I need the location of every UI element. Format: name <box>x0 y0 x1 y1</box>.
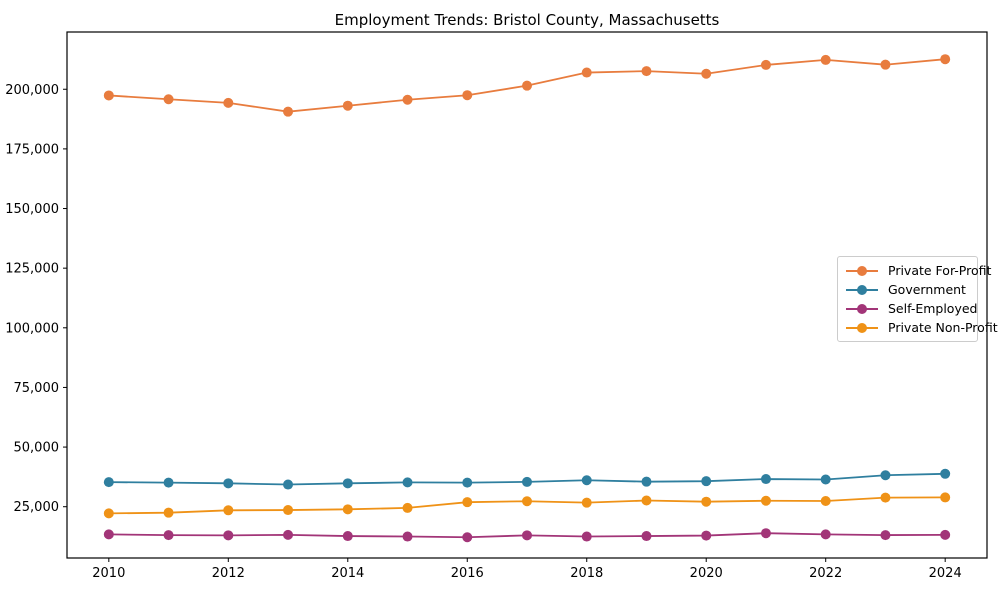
plot-border <box>66 31 988 559</box>
legend-entry: Private For-Profit <box>845 261 991 280</box>
x-tick-label: 2016 <box>451 566 484 581</box>
y-tick-label: 100,000 <box>5 321 59 336</box>
chart-title: Employment Trends: Bristol County, Massa… <box>334 11 720 29</box>
data-point-government <box>223 478 234 489</box>
legend: Private For-Profit Government Self-Employe… <box>837 256 998 342</box>
y-tick-label: 25,000 <box>14 500 60 515</box>
data-point-government <box>581 475 592 486</box>
data-point-self-employed <box>283 529 294 540</box>
legend-marker-icon <box>846 265 878 276</box>
legend-marker-icon <box>846 303 878 314</box>
data-point-self-employed <box>522 530 532 541</box>
data-point-government <box>940 468 951 479</box>
x-tick-label: 2020 <box>690 566 723 581</box>
data-point-private-non-profit <box>641 495 652 506</box>
legend-label: Private Non-Profit <box>888 320 998 335</box>
y-tick-label: 200,000 <box>5 83 59 98</box>
data-point-government <box>701 476 712 487</box>
data-point-self-employed <box>760 528 771 539</box>
data-point-private-non-profit <box>940 492 951 503</box>
data-point-self-employed <box>402 531 413 542</box>
legend-marker-icon <box>846 322 878 333</box>
legend-entry: Government <box>845 280 970 299</box>
x-tick-label: 2010 <box>92 566 125 581</box>
data-point-government <box>522 476 532 487</box>
data-point-private-non-profit <box>522 496 532 507</box>
data-point-private-for-profit <box>163 94 174 105</box>
data-point-self-employed <box>880 530 891 541</box>
data-point-private-for-profit <box>581 67 592 78</box>
data-point-self-employed <box>342 531 353 542</box>
data-point-private-for-profit <box>522 80 532 91</box>
y-tick-label: 50,000 <box>14 441 60 456</box>
data-point-private-for-profit <box>342 100 353 111</box>
x-tick-label: 2022 <box>809 566 842 581</box>
data-point-private-non-profit <box>342 504 353 515</box>
data-point-private-for-profit <box>462 90 473 101</box>
data-point-private-for-profit <box>103 90 114 101</box>
data-point-self-employed <box>581 531 592 542</box>
legend-label: Self-Employed <box>888 301 978 316</box>
data-point-self-employed <box>701 530 712 541</box>
x-tick-label: 2014 <box>331 566 364 581</box>
x-tick-label: 2012 <box>212 566 245 581</box>
data-point-private-for-profit <box>283 106 294 117</box>
data-point-private-for-profit <box>880 59 891 70</box>
data-point-private-for-profit <box>223 97 234 108</box>
data-point-government <box>820 474 831 485</box>
x-tick-label: 2018 <box>570 566 603 581</box>
data-point-private-for-profit <box>760 59 771 70</box>
data-point-government <box>760 474 771 485</box>
data-point-private-for-profit <box>820 54 831 65</box>
legend-marker-icon <box>846 284 878 295</box>
data-point-government <box>462 477 473 488</box>
legend-label: Government <box>888 282 966 297</box>
legend-entry: Private Non-Profit <box>845 318 998 337</box>
data-point-private-non-profit <box>402 502 413 513</box>
data-point-government <box>342 478 353 489</box>
data-point-private-for-profit <box>940 54 951 65</box>
data-point-government <box>402 477 413 488</box>
data-point-government <box>880 470 891 481</box>
data-point-private-non-profit <box>163 507 174 518</box>
data-point-self-employed <box>163 530 174 541</box>
data-point-government <box>641 476 652 487</box>
y-tick-label: 125,000 <box>5 262 59 277</box>
data-point-government <box>163 477 174 488</box>
y-tick-label: 75,000 <box>14 381 60 396</box>
legend-entry: Self-Employed <box>845 299 977 318</box>
data-point-private-non-profit <box>880 492 891 503</box>
x-tick-label: 2024 <box>929 566 962 581</box>
data-point-self-employed <box>462 532 473 543</box>
data-point-self-employed <box>641 531 652 542</box>
data-point-self-employed <box>820 529 831 540</box>
data-point-private-non-profit <box>223 505 234 516</box>
data-point-self-employed <box>103 529 114 540</box>
data-point-government <box>283 479 294 490</box>
data-point-private-for-profit <box>641 66 652 77</box>
data-point-private-non-profit <box>581 497 592 508</box>
y-tick-label: 150,000 <box>5 202 59 217</box>
data-point-self-employed <box>940 529 951 540</box>
data-point-private-non-profit <box>283 505 294 516</box>
legend-label: Private For-Profit <box>888 263 992 278</box>
data-point-private-non-profit <box>701 496 712 507</box>
data-point-private-non-profit <box>820 495 831 506</box>
data-point-private-non-profit <box>760 495 771 506</box>
y-tick-label: 175,000 <box>5 142 59 157</box>
data-point-private-non-profit <box>462 497 473 508</box>
data-point-private-for-profit <box>402 94 413 105</box>
data-point-government <box>103 477 114 488</box>
data-point-private-for-profit <box>701 68 712 79</box>
data-point-self-employed <box>223 530 234 541</box>
data-point-private-non-profit <box>103 508 114 519</box>
